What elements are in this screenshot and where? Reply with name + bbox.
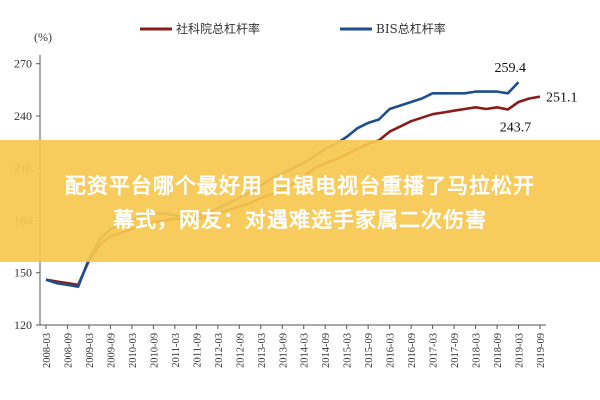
x-tick-label: 2011-03: [171, 333, 182, 368]
y-tick-label: 270: [14, 57, 32, 71]
x-tick-label: 2010-03: [128, 333, 139, 368]
legend-label-bis: BIS总杠杆率: [376, 21, 446, 36]
data-label: 251.1: [546, 91, 578, 106]
y-tick-label: 120: [14, 318, 32, 332]
x-tick-label: 2017-09: [450, 333, 461, 368]
y-axis-unit: (%): [34, 30, 52, 44]
x-tick-label: 2016-03: [386, 333, 397, 368]
news-headline-banner[interactable]: 配资平台哪个最好用 白银电视台重播了马拉松开 幕式，网友：对遇难选手家属二次伤害: [0, 140, 600, 262]
x-tick-label: 2013-09: [278, 333, 289, 368]
x-tick-label: 2008-03: [42, 333, 53, 368]
x-tick-label: 2017-03: [429, 333, 440, 368]
x-tick-label: 2013-03: [257, 333, 268, 368]
x-tick-label: 2014-03: [300, 333, 311, 368]
x-axis-ticks: 2008-03 2008-09 2009-03 2009-09 2010-03 2010-…: [42, 325, 547, 368]
x-tick-label: 2012-03: [214, 333, 225, 368]
x-tick-label: 2015-03: [343, 333, 354, 368]
x-tick-label: 2010-09: [149, 333, 160, 368]
x-tick-label: 2008-09: [63, 333, 74, 368]
headline-line-1: 配资平台哪个最好用 白银电视台重播了马拉松开: [64, 174, 536, 198]
y-tick-label: 150: [14, 266, 32, 280]
x-tick-label: 2016-09: [407, 333, 418, 368]
x-tick-label: 2018-09: [493, 333, 504, 368]
x-tick-label: 2019-09: [536, 333, 547, 368]
x-tick-label: 2015-09: [364, 333, 375, 368]
x-tick-label: 2011-09: [192, 333, 203, 368]
data-label: 243.7: [500, 121, 531, 136]
legend: 社科院总杠杆率 BIS总杠杆率: [140, 21, 446, 36]
x-tick-label: 2012-09: [235, 333, 246, 368]
y-tick-label: 240: [14, 109, 32, 123]
x-tick-label: 2018-03: [472, 333, 483, 368]
x-tick-label: 2009-03: [85, 333, 96, 368]
x-tick-label: 2009-09: [106, 333, 117, 368]
x-tick-label: 2014-09: [321, 333, 332, 368]
legend-label-cass: 社科院总杠杆率: [176, 21, 260, 36]
data-labels: 259.4 251.1 243.7: [495, 61, 578, 135]
data-label: 259.4: [495, 61, 527, 76]
headline-line-2: 幕式，网友：对遇难选手家属二次伤害: [113, 208, 487, 232]
x-tick-label: 2019-03: [515, 333, 526, 368]
